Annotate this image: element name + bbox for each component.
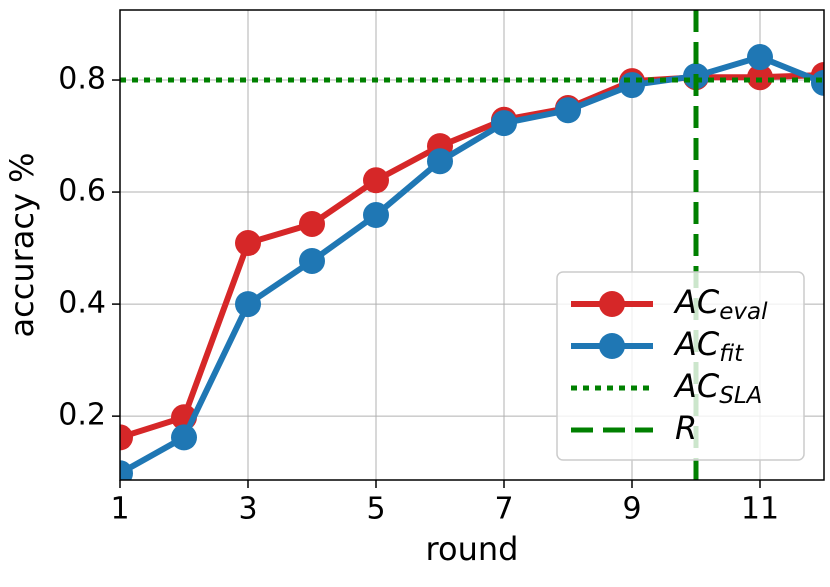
y-tick-label: 0.6 (58, 174, 106, 209)
x-tick-label: 9 (622, 492, 641, 527)
plot-area (120, 10, 824, 480)
marker (491, 110, 517, 137)
marker (427, 148, 453, 175)
marker (747, 44, 773, 71)
marker (555, 97, 581, 124)
x-tick-label: 3 (238, 492, 257, 527)
legend-box (556, 271, 805, 461)
marker (619, 72, 645, 99)
x-tick-label: 7 (494, 492, 513, 527)
x-tick-label: 1 (110, 492, 129, 527)
y-axis-label: accuracy % (3, 153, 41, 338)
x-axis-label: round (426, 530, 519, 568)
marker (120, 460, 133, 480)
legend-name: AC (673, 367, 720, 405)
marker (811, 69, 824, 96)
legend-name: R (675, 409, 697, 447)
marker (747, 64, 773, 91)
legend-label: ACfit (673, 325, 744, 367)
marker (299, 247, 325, 274)
marker (235, 230, 261, 257)
legend-name: AC (673, 283, 720, 321)
legend-subscript: eval (719, 299, 768, 325)
x-tick-label: 11 (741, 492, 779, 527)
marker (363, 202, 389, 229)
marker (235, 291, 261, 318)
legend-subscript: fit (719, 341, 744, 367)
legend-label: R (675, 409, 697, 447)
marker (120, 424, 133, 451)
legend-marker (599, 333, 625, 359)
legend-name: AC (673, 325, 720, 363)
marker (363, 167, 389, 194)
legend-label: ACSLA (673, 367, 762, 409)
marker (171, 424, 197, 451)
x-tick-label: 5 (366, 492, 385, 527)
y-tick-label: 0.2 (58, 398, 106, 433)
marker (299, 210, 325, 237)
legend-subscript: SLA (719, 383, 762, 409)
y-tick-label: 0.4 (58, 286, 106, 321)
legend-label: ACeval (673, 283, 768, 325)
plot-frame (119, 9, 825, 481)
legend-marker (599, 291, 625, 317)
y-tick-label: 0.8 (58, 62, 106, 97)
